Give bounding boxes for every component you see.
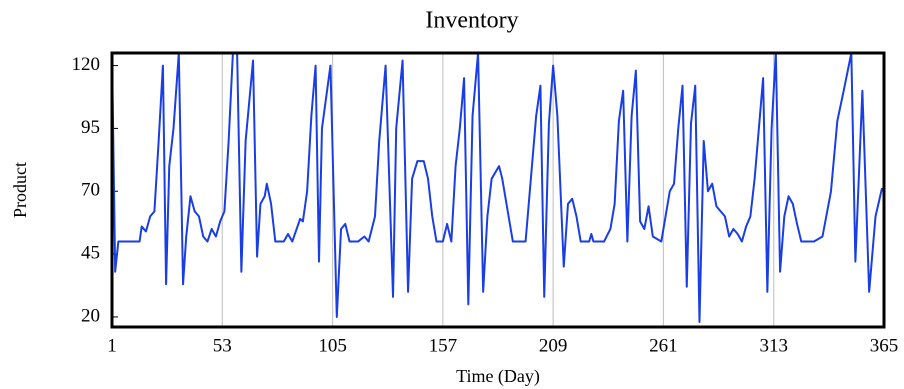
x-tick-label: 209 bbox=[539, 335, 568, 356]
x-tick-label: 313 bbox=[759, 335, 788, 356]
x-tick-label: 53 bbox=[213, 335, 232, 356]
y-axis-label: Product bbox=[10, 162, 30, 218]
data-line bbox=[111, 52, 885, 323]
x-tick-label: 365 bbox=[870, 335, 899, 356]
x-axis-label: Time (Day) bbox=[456, 366, 540, 387]
x-tick-label: 105 bbox=[318, 335, 347, 356]
x-tick-label: 157 bbox=[429, 335, 458, 356]
x-tick-label: 261 bbox=[649, 335, 678, 356]
x-tick-label: 1 bbox=[107, 335, 117, 356]
y-tick-label: 45 bbox=[81, 242, 100, 263]
plot-frame bbox=[110, 51, 886, 329]
chart-title: Inventory bbox=[425, 8, 518, 34]
y-tick-label: 95 bbox=[81, 117, 100, 138]
y-tick-label: 120 bbox=[72, 54, 101, 75]
y-tick-label: 70 bbox=[81, 180, 100, 201]
y-tick-label: 20 bbox=[81, 305, 100, 326]
